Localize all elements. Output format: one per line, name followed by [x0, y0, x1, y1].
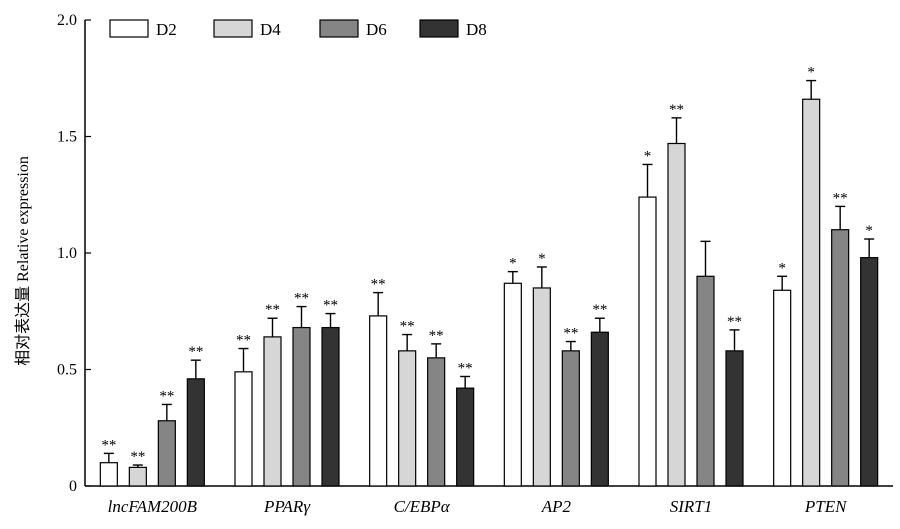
x-tick-label: C/EBPα [394, 497, 451, 516]
bar [860, 257, 879, 487]
bar [398, 350, 417, 487]
significance-label: * [509, 256, 517, 272]
significance-label: ** [294, 291, 309, 307]
y-tick-label: 0 [69, 478, 77, 495]
bar [99, 462, 118, 487]
legend-swatch [319, 19, 359, 38]
significance-label: * [865, 223, 873, 239]
bar [831, 229, 850, 487]
x-tick-label: SIRT1 [670, 497, 713, 516]
significance-label: ** [563, 326, 578, 342]
bar [292, 326, 311, 487]
bar [590, 331, 609, 487]
bar [369, 315, 388, 487]
x-tick-label: lncFAM200B [108, 497, 198, 516]
y-tick-label: 1.5 [57, 129, 77, 146]
significance-label: ** [236, 333, 251, 349]
significance-label: ** [833, 190, 848, 206]
significance-label: ** [400, 319, 415, 335]
significance-label: ** [592, 302, 607, 318]
significance-label: * [778, 260, 786, 276]
legend-label: D8 [466, 20, 487, 39]
legend-label: D4 [260, 20, 281, 39]
bar [321, 326, 340, 487]
significance-label: ** [188, 344, 203, 360]
legend: D2 D4 D6 D8 [109, 19, 487, 39]
bar [561, 350, 580, 487]
legend-swatch [213, 19, 253, 38]
x-tick-label: PTEN [804, 497, 848, 516]
significance-label: ** [323, 298, 338, 314]
legend-swatch [419, 19, 459, 38]
significance-label: * [644, 148, 652, 164]
bar [157, 420, 176, 487]
legend-label: D2 [156, 20, 177, 39]
bar [128, 466, 147, 487]
bar [696, 275, 715, 487]
significance-label: ** [727, 314, 742, 330]
x-tick-label: PPARγ [263, 497, 311, 516]
bar [667, 142, 686, 487]
bar [638, 196, 657, 487]
bar [532, 287, 551, 487]
bar [802, 98, 821, 487]
bar [725, 350, 744, 487]
bar [503, 282, 522, 487]
bar [263, 336, 282, 487]
significance-label: ** [130, 449, 145, 465]
bar [427, 357, 446, 487]
bar [773, 289, 792, 487]
significance-label: ** [669, 102, 684, 118]
y-tick-label: 0.5 [57, 362, 77, 379]
y-tick-label: 1.0 [57, 245, 77, 262]
significance-label: ** [101, 437, 116, 453]
significance-label: ** [458, 360, 473, 376]
x-tick-label: AP2 [541, 497, 572, 516]
legend-swatch [109, 19, 149, 38]
significance-label: ** [429, 328, 444, 344]
y-tick-label: 2.0 [57, 12, 77, 29]
bar [234, 371, 253, 487]
legend-label: D6 [366, 20, 387, 39]
bar [456, 387, 475, 487]
significance-label: * [807, 65, 815, 81]
significance-label: ** [159, 388, 174, 404]
significance-label: ** [265, 302, 280, 318]
significance-label: ** [371, 277, 386, 293]
y-axis-label: 相对表达量 Relative expression [14, 156, 32, 366]
bar [186, 378, 205, 487]
significance-label: * [538, 251, 546, 267]
